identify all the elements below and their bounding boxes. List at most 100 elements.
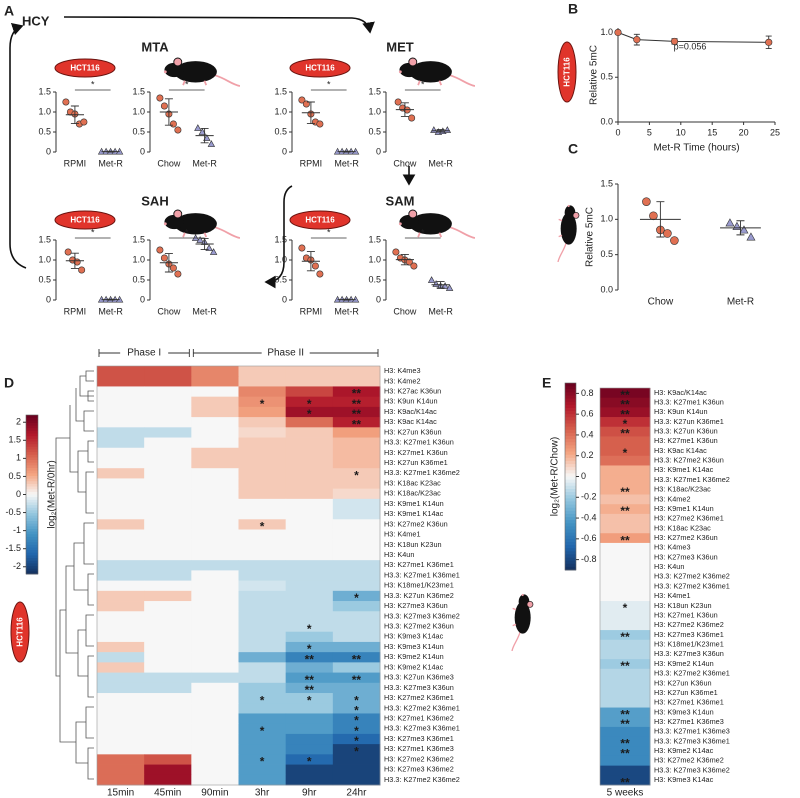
- heatmap-cell: [144, 406, 192, 418]
- heatmap-cell: [285, 437, 334, 449]
- heatmap-cell: [191, 570, 239, 582]
- colorbar-segment: [26, 475, 38, 479]
- colorbar-segment: [26, 473, 38, 477]
- colorbar-segment: [565, 541, 576, 546]
- colorbar-segment: [26, 507, 38, 511]
- heatmap-cell: [285, 427, 334, 438]
- heatmap-cell: [97, 478, 145, 490]
- heatmap-cell: [144, 703, 192, 714]
- colorbar-tick-label: 2: [16, 417, 21, 427]
- heatmap-cell: [332, 733, 381, 745]
- data-line: [617, 32, 769, 43]
- row-label: H3: K18me1/K23me1: [384, 581, 454, 590]
- dendrogram: [55, 370, 94, 780]
- data-point: [614, 28, 622, 37]
- mouse-icon: [398, 57, 475, 87]
- heatmap-cell: [285, 457, 334, 469]
- heatmap-cell: [332, 570, 381, 582]
- row-label: H3: K18ac K23ac: [654, 523, 711, 532]
- phase-label: Phase I: [127, 348, 161, 359]
- row-label: H3: K9me3 K14ac: [654, 775, 714, 784]
- data-point: [394, 98, 402, 106]
- x-tick-label: Met-R: [727, 297, 754, 308]
- heatmap-cell: [238, 519, 287, 530]
- colorbar-segment: [565, 442, 576, 446]
- colorbar-segment: [26, 558, 38, 562]
- row-label: H3: K27un K36un: [654, 678, 712, 687]
- heatmap-cell: [144, 672, 192, 684]
- colorbar-segment: [26, 470, 38, 474]
- cell-oval: HCT116: [10, 601, 30, 663]
- heatmap-cell: [332, 764, 381, 776]
- heatmap-cell: [332, 621, 381, 633]
- colorbar-segment: [565, 407, 576, 412]
- colorbar-tick-label: 0.8: [581, 388, 594, 398]
- data-point: [765, 38, 773, 46]
- cell-line-label: HCT116: [16, 617, 25, 647]
- colorbar-segment: [26, 422, 38, 426]
- row-label: H3: K27me1 K36me3: [384, 744, 454, 753]
- row-label: H3: K27me3 K36me1: [654, 630, 724, 639]
- colorbar-segment: [565, 495, 576, 499]
- row-label: H3: K18un K23un: [654, 601, 712, 610]
- x-tick-label: 20: [739, 127, 749, 137]
- y-tick-label: 1.0: [274, 254, 287, 264]
- row-label: H3: K27ac K36un: [384, 386, 441, 395]
- heatmap-cell: [285, 774, 334, 786]
- heatmap-cell: [332, 601, 381, 612]
- heatmap-cell: [600, 571, 651, 583]
- colorbar-segment: [565, 532, 576, 537]
- row-label: H3: K9me2 K14un: [384, 652, 444, 661]
- heatmap-cell: [332, 457, 381, 469]
- heatmap-cell: [97, 447, 145, 459]
- heatmap-cell: [191, 366, 239, 377]
- heatmap-cell: [238, 672, 287, 684]
- heatmap-cell: [144, 498, 192, 510]
- heatmap-cell: [600, 775, 651, 786]
- colorbar-segment: [26, 457, 38, 461]
- heatmap-cell: [191, 468, 239, 479]
- y-tick-label: 1.5: [600, 178, 613, 188]
- y-tick-label: 1.0: [600, 214, 613, 224]
- row-label: H3: K4me3: [384, 366, 421, 375]
- error-bar: [70, 105, 79, 125]
- colorbar-segment: [26, 430, 38, 434]
- heatmap-cell: [285, 386, 334, 398]
- data-point: [169, 264, 177, 272]
- y-axis-label: Relative 5mC: [589, 45, 600, 105]
- cell-oval: HCT116: [289, 210, 351, 230]
- panel-label: D: [4, 375, 14, 391]
- heatmap-cell: [191, 529, 239, 541]
- significance-label: *: [421, 227, 425, 237]
- data-point: [169, 120, 177, 128]
- heatmap-cell: [285, 468, 334, 479]
- data-point: [80, 118, 88, 126]
- colorbar-segment: [565, 520, 576, 524]
- heatmap-cell: [144, 529, 192, 541]
- heatmap-cell: [238, 570, 287, 582]
- data-point: [198, 128, 207, 135]
- heatmap-cell: [97, 396, 145, 408]
- row-label: H3.3: K27me2 K36un: [654, 456, 724, 465]
- colorbar-tick-label: 1.5: [8, 435, 21, 445]
- data-point: [174, 270, 182, 278]
- heatmap-cell: [97, 488, 145, 500]
- significance-mark: *: [307, 755, 312, 769]
- row-label: H3.3: K27me3 K36me1: [384, 724, 460, 733]
- mouse-icon: [557, 204, 580, 262]
- heatmap-cell: [238, 764, 287, 776]
- heatmap-cell: [144, 386, 192, 398]
- data-point: [746, 232, 756, 241]
- cell-line-label: HCT116: [563, 57, 572, 87]
- heatmap-cell: [238, 580, 287, 592]
- heatmap-cell: [285, 488, 334, 500]
- heatmap-cell: [144, 754, 192, 765]
- heatmap-cell: [332, 652, 381, 663]
- x-tick-label: Chow: [157, 306, 181, 316]
- row-label: H3.3: K27me2 K36me2: [654, 572, 730, 581]
- heatmap-cell: [600, 513, 651, 524]
- colorbar-segment: [565, 401, 576, 406]
- y-tick-label: 1.5: [38, 86, 51, 96]
- heatmap-cell: [191, 509, 239, 520]
- heatmap-cell: [144, 560, 192, 571]
